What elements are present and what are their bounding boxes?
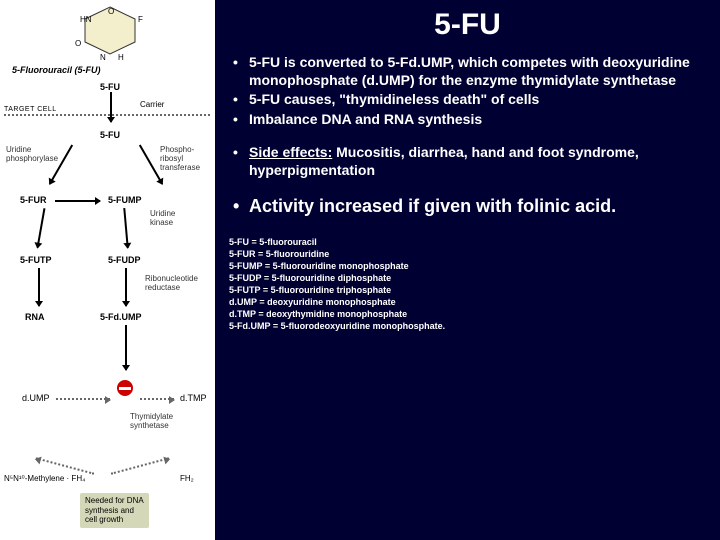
node-dtmp: d.TMP — [180, 393, 207, 403]
bullet-item: Side effects: Mucositis, diarrhea, hand … — [229, 144, 706, 179]
abbrev-item: 5-FUMP = 5-fluorouridine monophosphate — [229, 260, 706, 272]
svg-text:O: O — [75, 39, 81, 48]
page-title: 5-FU — [229, 8, 706, 42]
bullet-item: 5-FU is converted to 5-Fd.UMP, which com… — [229, 54, 706, 89]
emphasis-block: Activity increased if given with folinic… — [229, 195, 706, 218]
enzyme-uridine-kinase: Uridine kinase — [150, 210, 175, 228]
svg-text:F: F — [138, 15, 143, 24]
dashed-arrow-icon — [111, 457, 169, 474]
dashed-arrow-icon — [140, 398, 174, 400]
node-5fdump: 5-Fd.UMP — [100, 312, 142, 322]
side-effects-label: Side effects: — [249, 144, 332, 160]
abbreviations-list: 5-FU = 5-fluorouracil 5-FUR = 5-fluorour… — [229, 236, 706, 333]
arrow-icon — [38, 268, 40, 306]
node-5fump: 5-FUMP — [108, 195, 142, 205]
svg-text:O: O — [108, 7, 114, 16]
arrow-icon — [123, 208, 128, 248]
enzyme-prt: Phospho- ribosyl transferase — [160, 146, 200, 172]
enzyme-ts: Thymidylate synthetase — [130, 413, 173, 431]
abbrev-item: d.UMP = deoxyuridine monophosphate — [229, 296, 706, 308]
node-rna: RNA — [25, 312, 45, 322]
arrow-icon — [125, 325, 127, 370]
abbrev-item: 5-FUR = 5-fluorouridine — [229, 248, 706, 260]
svg-text:H: H — [118, 53, 124, 62]
bullet-item: 5-FU causes, "thymidineless death" of ce… — [229, 91, 706, 109]
bullet-item: Imbalance DNA and RNA synthesis — [229, 111, 706, 129]
chemical-structure-icon: HN F O O N H — [60, 2, 160, 62]
arrow-icon — [110, 92, 112, 122]
enzyme-uridine-phosphorylase: Uridine phosphorylase — [6, 146, 58, 164]
arrow-icon — [55, 200, 100, 202]
enzyme-rnr: Ribonucleotide reductase — [145, 275, 198, 293]
dashed-arrow-icon — [36, 457, 94, 474]
callout-dna-synthesis: Needed for DNA synthesis and cell growth — [80, 493, 149, 528]
node-5fu-mid: 5-FU — [100, 130, 120, 140]
arrow-icon — [125, 268, 127, 306]
svg-text:HN: HN — [80, 15, 92, 24]
dashed-arrow-icon — [56, 398, 110, 400]
arrow-icon — [37, 208, 46, 248]
emphasis-bullet: Activity increased if given with folinic… — [229, 195, 706, 218]
node-methylene: N⁵N¹⁰-Methylene · FH₄ — [4, 474, 85, 483]
svg-text:N: N — [100, 53, 106, 62]
pathway-diagram: HN F O O N H 5-Fluorouracil (5-FU) 5-FU … — [0, 0, 215, 540]
abbrev-item: 5-Fd.UMP = 5-fluorodeoxyuridine monophos… — [229, 320, 706, 332]
stop-icon — [115, 378, 135, 398]
abbrev-item: d.TMP = deoxythymidine monophosphate — [229, 308, 706, 320]
mechanism-bullets: 5-FU is converted to 5-Fd.UMP, which com… — [229, 54, 706, 128]
membrane-icon — [4, 114, 211, 116]
chemical-label: 5-Fluorouracil (5-FU) — [12, 65, 101, 75]
abbrev-item: 5-FU = 5-fluorouracil — [229, 236, 706, 248]
abbrev-item: 5-FUDP = 5-fluorouridine diphosphate — [229, 272, 706, 284]
node-5fudp: 5-FUDP — [108, 255, 141, 265]
target-cell-label: TARGET CELL — [4, 106, 57, 113]
abbrev-item: 5-FUTP = 5-fluorouridine triphosphate — [229, 284, 706, 296]
node-fh2: FH₂ — [180, 474, 194, 483]
node-5futp: 5-FUTP — [20, 255, 52, 265]
node-dump: d.UMP — [22, 393, 50, 403]
content-panel: 5-FU 5-FU is converted to 5-Fd.UMP, whic… — [215, 0, 720, 540]
node-5fur: 5-FUR — [20, 195, 47, 205]
node-5fu-top: 5-FU — [100, 82, 120, 92]
side-effects-block: Side effects: Mucositis, diarrhea, hand … — [229, 144, 706, 179]
carrier-label: Carrier — [140, 100, 164, 109]
